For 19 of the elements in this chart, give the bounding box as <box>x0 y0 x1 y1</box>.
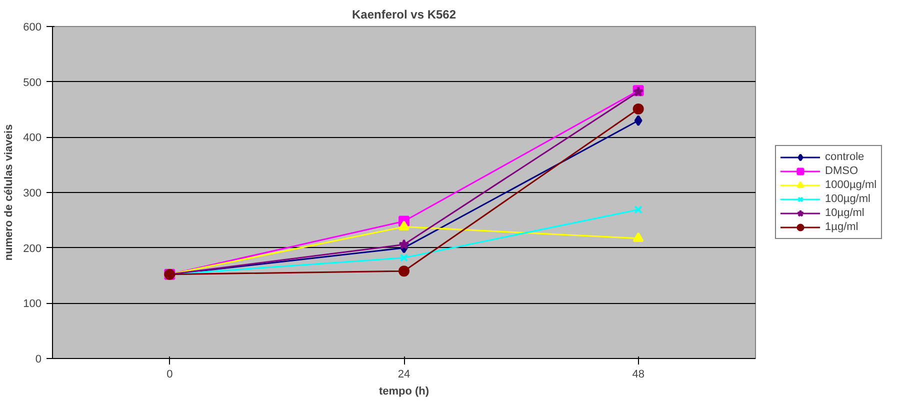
y-axis-title: numero de células viaveis <box>3 124 16 261</box>
x-tick-label: 24 <box>398 368 410 380</box>
y-tick-label: 0 <box>35 354 42 366</box>
legend-label: 100µg/ml <box>825 192 870 206</box>
y-tick-label: 400 <box>23 132 42 144</box>
x-tick-label: 0 <box>166 368 173 380</box>
chart-title: Kaenferol vs K562 <box>352 8 456 22</box>
y-tick-label: 500 <box>23 76 42 89</box>
y-tick-label: 300 <box>23 188 42 200</box>
legend-label: 10µg/ml <box>825 206 864 220</box>
y-tick-label: 200 <box>23 242 42 255</box>
x-tick-label: 48 <box>632 368 644 380</box>
legend-label: 1µg/ml <box>825 220 858 234</box>
y-tick-label: 100 <box>23 298 42 310</box>
legend-label: 1000µg/ml <box>825 178 877 192</box>
y-tick-label: 600 <box>23 22 42 34</box>
x-axis-title: tempo (h) <box>378 386 430 398</box>
legend-label: DMSO <box>825 164 858 178</box>
legend-label: controle <box>825 150 864 164</box>
